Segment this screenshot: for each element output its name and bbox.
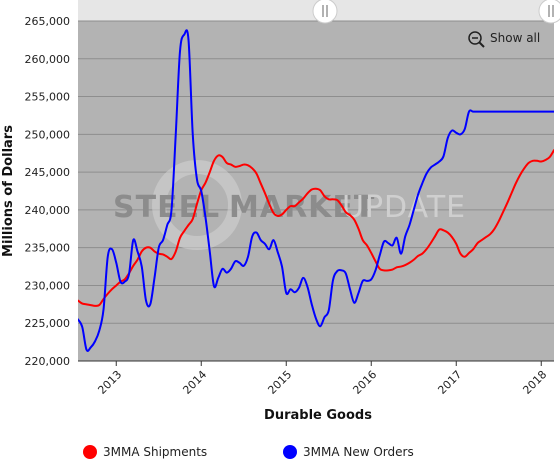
x-tick-label: 2015 — [265, 368, 294, 397]
x-axis-title: Durable Goods — [264, 408, 372, 423]
y-tick-label: 245,000 — [25, 166, 71, 179]
navigator-right-handle[interactable] — [538, 0, 560, 24]
watermark-word-2: MARKET — [229, 190, 375, 225]
legend: 3MMA Shipments 3MMA New Orders — [83, 445, 414, 459]
y-tick-label: 260,000 — [25, 53, 71, 66]
x-tick-label: 2016 — [350, 368, 379, 397]
y-axis-title: Millions of Dollars — [1, 125, 16, 257]
legend-label: 3MMA Shipments — [103, 445, 207, 459]
legend-marker-icon — [83, 445, 97, 459]
watermark-ring-icon — [152, 160, 242, 250]
legend-item-new-orders[interactable]: 3MMA New Orders — [283, 445, 414, 459]
watermark-word-3: UPDATE — [342, 190, 466, 225]
y-tick-label: 240,000 — [25, 204, 71, 217]
show-all-button[interactable]: Show all — [468, 31, 540, 48]
x-tick-label: 2013 — [95, 368, 124, 397]
y-tick-labels: 220,000 225,000 230,000 235,000 240,000 245,0… — [25, 15, 71, 368]
y-tick-label: 220,000 — [25, 355, 71, 368]
x-tick-label: 2018 — [520, 368, 549, 397]
series-layer — [78, 29, 554, 352]
x-tick-labels: 2013 2014 2015 2016 2017 2018 — [95, 361, 549, 397]
legend-marker-icon — [283, 445, 297, 459]
legend-label: 3MMA New Orders — [303, 445, 414, 459]
legend-item-shipments[interactable]: 3MMA Shipments — [83, 445, 207, 459]
x-tick-label: 2017 — [435, 368, 464, 397]
series-line-new-orders[interactable] — [78, 29, 554, 352]
y-tick-label: 265,000 — [25, 15, 71, 28]
y-tick-label: 225,000 — [25, 317, 71, 330]
x-tick-label: 2014 — [180, 368, 209, 397]
navigator-left-handle[interactable] — [312, 0, 338, 24]
y-tick-label: 230,000 — [25, 279, 71, 292]
y-tick-label: 250,000 — [25, 128, 71, 141]
show-all-label: Show all — [490, 31, 540, 45]
y-tick-label: 255,000 — [25, 91, 71, 104]
zoom-out-icon — [468, 31, 482, 45]
y-tick-label: 235,000 — [25, 242, 71, 255]
